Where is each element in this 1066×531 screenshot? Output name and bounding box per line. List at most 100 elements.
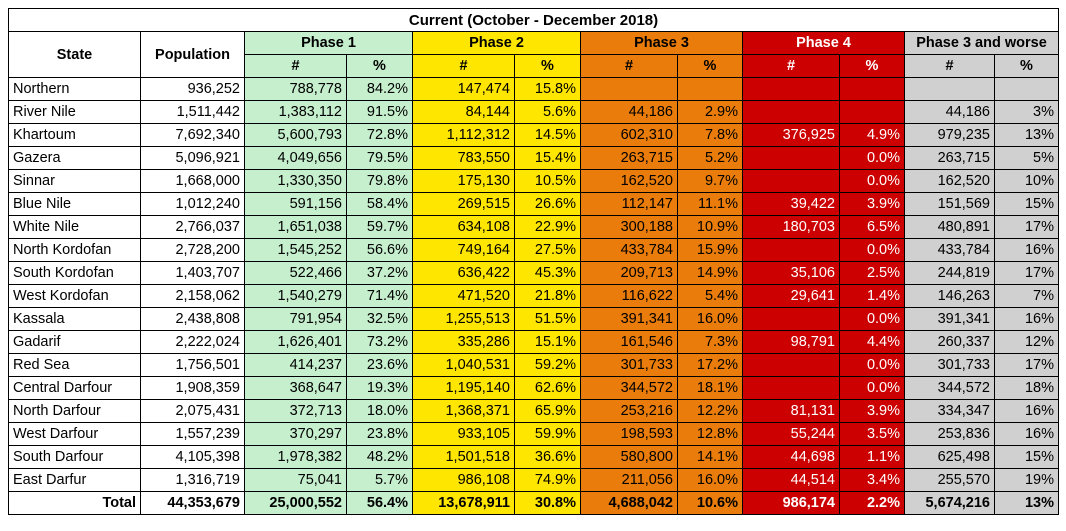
phase1-num-cell: 1,330,350 — [244, 169, 347, 193]
phase1-pct-cell: 59.7% — [346, 215, 413, 239]
table-row: North Kordofan 2,728,200 1,545,252 56.6% 749… — [8, 238, 1059, 262]
phase2-pct-cell: 36.6% — [514, 445, 581, 469]
state-cell: Khartoum — [8, 123, 141, 147]
phase3-num-cell: 211,056 — [580, 468, 678, 492]
phase1-num-cell: 1,545,252 — [244, 238, 347, 262]
phase4-num-cell: 44,698 — [742, 445, 840, 469]
phase4-num-cell: 39,422 — [742, 192, 840, 216]
table-row: Gazera 5,096,921 4,049,656 79.5% 783,550 15.4… — [8, 146, 1059, 170]
phase4-pct-cell: 0.0% — [839, 376, 905, 400]
phase3-num-cell: 112,147 — [580, 192, 678, 216]
phase2-num-cell: 1,195,140 — [412, 376, 515, 400]
state-cell: Blue Nile — [8, 192, 141, 216]
phase4-num-cell — [742, 307, 840, 331]
phase1-pct-cell: 37.2% — [346, 261, 413, 285]
phase2-num-cell: 335,286 — [412, 330, 515, 354]
header-state: State — [8, 31, 141, 78]
phase1-num-cell: 5,600,793 — [244, 123, 347, 147]
state-cell: West Darfour — [8, 422, 141, 446]
table-row: Sinnar 1,668,000 1,330,350 79.8% 175,130 10.5… — [8, 169, 1059, 193]
phase3-worse-pct-cell: 17% — [994, 261, 1059, 285]
phase2-pct-cell: 5.6% — [514, 100, 581, 124]
header-phase2: Phase 2 — [412, 31, 581, 55]
phase1-pct-cell: 56.4% — [346, 491, 413, 515]
phase4-num-cell: 180,703 — [742, 215, 840, 239]
phase2-pct-cell: 59.9% — [514, 422, 581, 446]
table-row: Gadarif 2,222,024 1,626,401 73.2% 335,286 15.… — [8, 330, 1059, 354]
phase3-num-cell: 344,572 — [580, 376, 678, 400]
phase4-pct-cell: 1.4% — [839, 284, 905, 308]
header-phase2-num: # — [412, 54, 515, 78]
phase3-pct-cell: 14.9% — [677, 261, 743, 285]
phase2-pct-cell: 65.9% — [514, 399, 581, 423]
phase2-num-cell: 636,422 — [412, 261, 515, 285]
phase1-num-cell: 591,156 — [244, 192, 347, 216]
population-cell: 1,668,000 — [140, 169, 245, 193]
phase3-worse-num-cell: 253,836 — [904, 422, 995, 446]
phase2-pct-cell: 27.5% — [514, 238, 581, 262]
phase3-worse-num-cell — [904, 77, 995, 101]
phase3-pct-cell: 18.1% — [677, 376, 743, 400]
phase3-num-cell: 162,520 — [580, 169, 678, 193]
population-cell: 936,252 — [140, 77, 245, 101]
header-phase1-num: # — [244, 54, 347, 78]
table-body: Northern 936,252 788,778 84.2% 147,474 15.8% R… — [8, 77, 1059, 515]
phase3-worse-pct-cell: 17% — [994, 215, 1059, 239]
phase1-num-cell: 4,049,656 — [244, 146, 347, 170]
phase3-worse-pct-cell: 15% — [994, 192, 1059, 216]
phase3-num-cell: 161,546 — [580, 330, 678, 354]
phase3-num-cell: 4,688,042 — [580, 491, 678, 515]
state-cell: North Darfour — [8, 399, 141, 423]
phase3-worse-pct-cell: 12% — [994, 330, 1059, 354]
phase2-num-cell: 634,108 — [412, 215, 515, 239]
phase3-worse-num-cell: 344,572 — [904, 376, 995, 400]
phase3-worse-num-cell: 480,891 — [904, 215, 995, 239]
population-cell: 2,075,431 — [140, 399, 245, 423]
phase3-worse-num-cell: 391,341 — [904, 307, 995, 331]
phase2-num-cell: 1,112,312 — [412, 123, 515, 147]
population-cell: 7,692,340 — [140, 123, 245, 147]
phase4-num-cell — [742, 77, 840, 101]
phase1-pct-cell: 56.6% — [346, 238, 413, 262]
phase3-pct-cell: 7.3% — [677, 330, 743, 354]
phase1-pct-cell: 73.2% — [346, 330, 413, 354]
phase2-pct-cell: 15.4% — [514, 146, 581, 170]
phase2-num-cell: 1,501,518 — [412, 445, 515, 469]
header-phase3: Phase 3 — [580, 31, 743, 55]
phase4-pct-cell: 3.9% — [839, 399, 905, 423]
phase4-pct-cell: 0.0% — [839, 238, 905, 262]
header-phase4: Phase 4 — [742, 31, 905, 55]
state-cell: Gazera — [8, 146, 141, 170]
phase4-num-cell: 98,791 — [742, 330, 840, 354]
phase4-num-cell: 55,244 — [742, 422, 840, 446]
phase4-pct-cell: 1.1% — [839, 445, 905, 469]
phase1-num-cell: 1,978,382 — [244, 445, 347, 469]
phase2-pct-cell: 45.3% — [514, 261, 581, 285]
phase2-num-cell: 986,108 — [412, 468, 515, 492]
phase2-pct-cell: 30.8% — [514, 491, 581, 515]
table-row: White Nile 2,766,037 1,651,038 59.7% 634,108… — [8, 215, 1059, 239]
phase3-num-cell: 253,216 — [580, 399, 678, 423]
phase2-num-cell: 783,550 — [412, 146, 515, 170]
population-cell: 5,096,921 — [140, 146, 245, 170]
population-cell: 4,105,398 — [140, 445, 245, 469]
population-cell: 2,222,024 — [140, 330, 245, 354]
phase2-num-cell: 269,515 — [412, 192, 515, 216]
phase3-num-cell: 300,188 — [580, 215, 678, 239]
phase2-num-cell: 933,105 — [412, 422, 515, 446]
population-cell: 2,766,037 — [140, 215, 245, 239]
state-cell: Kassala — [8, 307, 141, 331]
state-cell: White Nile — [8, 215, 141, 239]
phase3-worse-pct-cell: 17% — [994, 353, 1059, 377]
phase1-pct-cell: 79.5% — [346, 146, 413, 170]
header-phase1: Phase 1 — [244, 31, 413, 55]
table-row: Central Darfour 1,908,359 368,647 19.3% 1,19… — [8, 376, 1059, 400]
phase3-num-cell: 301,733 — [580, 353, 678, 377]
state-cell: South Kordofan — [8, 261, 141, 285]
table-row: South Kordofan 1,403,707 522,466 37.2% 636,4… — [8, 261, 1059, 285]
table-row: River Nile 1,511,442 1,383,112 91.5% 84,144 5… — [8, 100, 1059, 124]
phase3-worse-num-cell: 255,570 — [904, 468, 995, 492]
phase1-num-cell: 1,383,112 — [244, 100, 347, 124]
phase3-worse-num-cell: 625,498 — [904, 445, 995, 469]
phase2-pct-cell: 74.9% — [514, 468, 581, 492]
